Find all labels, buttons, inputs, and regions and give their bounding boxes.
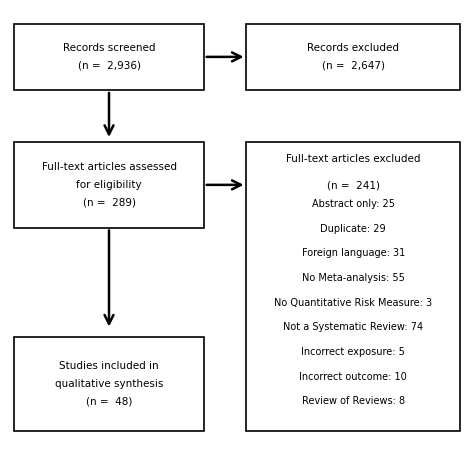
FancyBboxPatch shape [14,337,204,431]
Text: qualitative synthesis: qualitative synthesis [55,379,163,389]
Text: Records screened: Records screened [63,43,155,53]
Text: Full-text articles excluded: Full-text articles excluded [286,154,420,164]
Text: Not a Systematic Review: 74: Not a Systematic Review: 74 [283,322,423,332]
Text: (n =  2,936): (n = 2,936) [78,61,140,71]
Text: Abstract only: 25: Abstract only: 25 [311,199,395,209]
FancyBboxPatch shape [14,142,204,228]
Text: (n =  289): (n = 289) [82,198,136,208]
Text: Duplicate: 29: Duplicate: 29 [320,224,386,234]
FancyBboxPatch shape [14,24,204,90]
Text: Review of Reviews: 8: Review of Reviews: 8 [301,396,405,406]
Text: No Quantitative Risk Measure: 3: No Quantitative Risk Measure: 3 [274,298,432,308]
FancyBboxPatch shape [246,142,460,431]
FancyBboxPatch shape [246,24,460,90]
Text: Incorrect outcome: 10: Incorrect outcome: 10 [299,372,407,382]
Text: for eligibility: for eligibility [76,180,142,190]
Text: (n =  48): (n = 48) [86,397,132,407]
Text: Studies included in: Studies included in [59,361,159,371]
Text: Foreign language: 31: Foreign language: 31 [301,248,405,258]
Text: Incorrect exposure: 5: Incorrect exposure: 5 [301,347,405,357]
Text: Records excluded: Records excluded [307,43,399,53]
Text: No Meta-analysis: 55: No Meta-analysis: 55 [301,273,405,283]
Text: (n =  2,647): (n = 2,647) [322,61,384,71]
Text: (n =  241): (n = 241) [327,180,380,190]
Text: Full-text articles assessed: Full-text articles assessed [42,162,176,172]
